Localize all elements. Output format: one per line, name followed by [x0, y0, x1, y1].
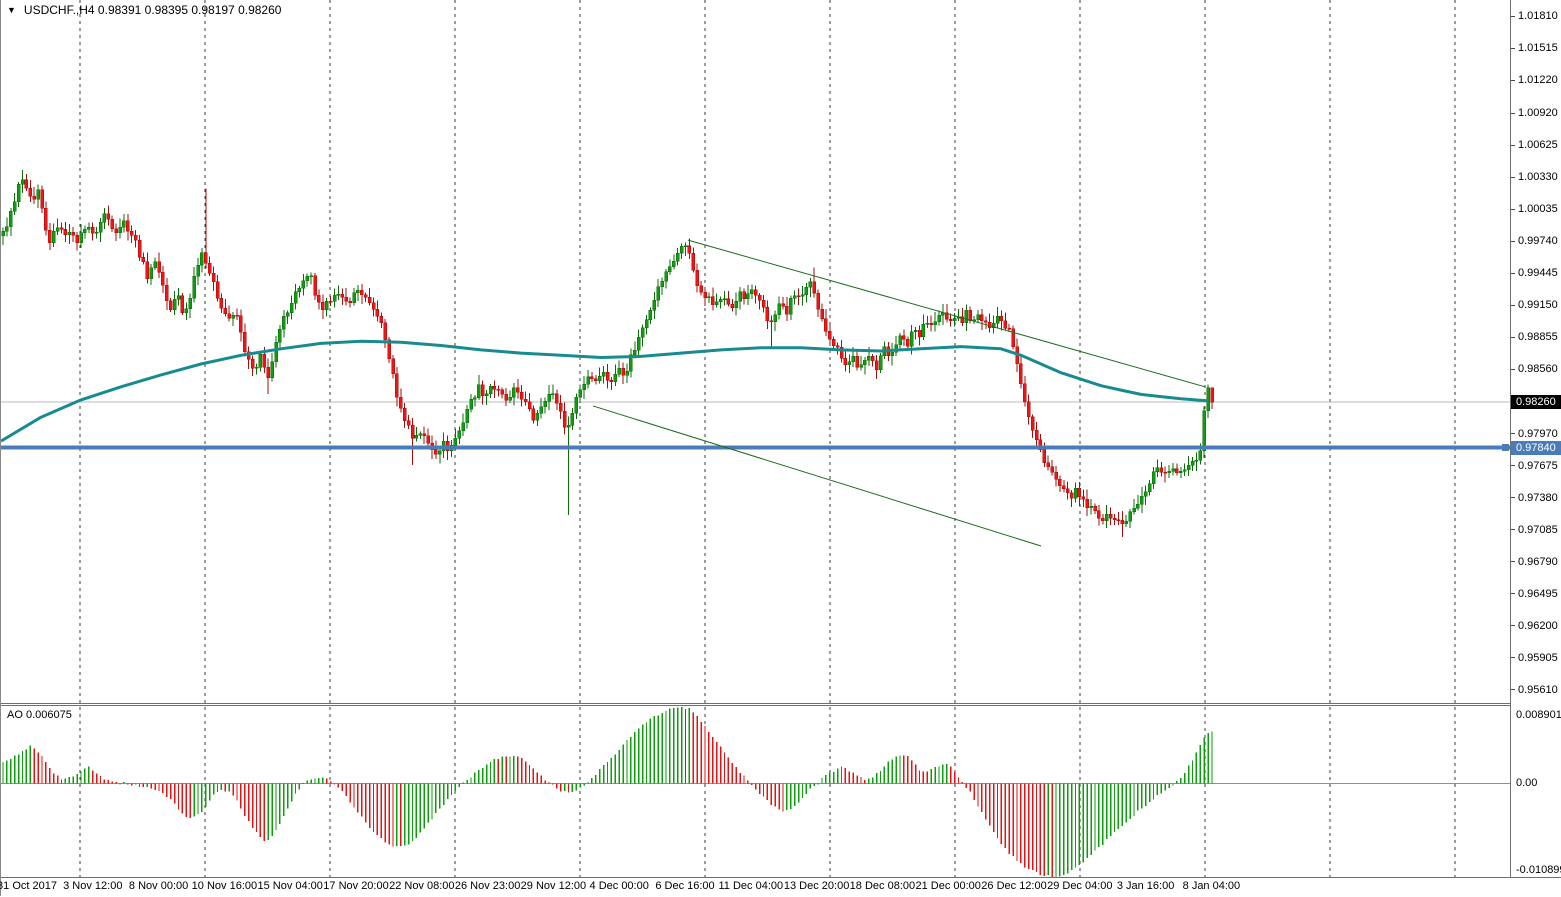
time-axis-label: 18 Dec 08:00	[849, 880, 916, 892]
chart-title: USDCHF.,H4 0.98391 0.98395 0.98197 0.982…	[23, 3, 282, 17]
price-axis-label: 1.01810	[1518, 10, 1558, 23]
price-axis-label: 0.97970	[1518, 427, 1558, 440]
price-axis-label: 1.00035	[1518, 203, 1558, 216]
ao-chart-canvas[interactable]	[1, 707, 1510, 877]
time-axis-label: 17 Nov 20:00	[323, 880, 389, 892]
price-axis-tick	[1511, 657, 1515, 658]
price-axis-tick	[1511, 497, 1515, 498]
price-axis-tick	[1511, 145, 1515, 146]
price-axis-label: 1.00920	[1518, 107, 1558, 119]
price-axis-tick	[1511, 625, 1515, 626]
price-axis-label: 0.95905	[1518, 651, 1558, 664]
ao-indicator-label: AO 0.006075	[7, 709, 72, 721]
ao-axis-zero-label: 0.00	[1516, 777, 1538, 790]
price-axis-tick	[1511, 369, 1515, 370]
price-axis-tick	[1511, 337, 1515, 338]
time-axis-label: 31 Oct 2017	[0, 880, 57, 892]
price-axis-label: 0.96790	[1518, 555, 1558, 568]
time-axis-label: 4 Dec 00:00	[589, 880, 649, 892]
time-axis-label: 3 Jan 16:00	[1116, 880, 1175, 892]
price-axis-label: 1.01220	[1518, 74, 1558, 87]
price-axis-label: 0.97085	[1518, 523, 1558, 536]
price-axis-tick	[1511, 305, 1515, 306]
chart-title-bar: ▼ USDCHF.,H4 0.98391 0.98395 0.98197 0.98…	[7, 3, 281, 17]
chevron-down-icon[interactable]: ▼	[7, 5, 16, 15]
price-chart-canvas[interactable]	[1, 0, 1510, 703]
price-axis-label: 0.95610	[1518, 683, 1558, 696]
time-axis-label: 13 Dec 20:00	[783, 880, 850, 892]
price-axis-tick	[1511, 529, 1515, 530]
price-axis-tick	[1511, 593, 1515, 594]
price-axis-label: 1.01515	[1518, 42, 1558, 55]
pane-separator[interactable]	[1, 703, 1561, 706]
time-axis[interactable]: 31 Oct 2017 3 Nov 12:00 8 Nov 00:00 10 Nov …	[0, 877, 1561, 897]
time-axis-label: 8 Jan 04:00	[1182, 880, 1241, 892]
time-axis-label: 3 Nov 12:00	[63, 880, 123, 892]
time-axis-label: 22 Nov 08:00	[389, 880, 455, 892]
price-axis-tick	[1511, 209, 1515, 210]
price-axis-label: 1.00330	[1518, 171, 1558, 184]
time-axis-label: 26 Dec 12:00	[981, 880, 1047, 892]
ao-indicator-pane[interactable]: AO 0.006075	[1, 707, 1510, 877]
price-axis-tick	[1511, 465, 1515, 466]
price-axis-tick	[1511, 241, 1515, 242]
price-axis-tick	[1511, 113, 1515, 114]
price-axis-label: 0.96495	[1518, 587, 1558, 600]
price-axis-label: 0.97380	[1518, 491, 1558, 504]
price-axis-tick	[1511, 48, 1515, 49]
time-axis-label: 8 Nov 00:00	[128, 880, 189, 892]
hline-drag-handle[interactable]	[1502, 444, 1509, 452]
time-axis-label: 10 Nov 16:00	[191, 880, 258, 892]
price-axis-tick	[1511, 177, 1515, 178]
time-axis-label: 29 Nov 12:00	[520, 880, 587, 892]
price-axis-label: 1.00625	[1518, 139, 1558, 152]
ao-axis-max-label: 0.008901	[1516, 709, 1561, 721]
price-axis-label: 0.98560	[1518, 363, 1558, 376]
price-axis-tick	[1511, 16, 1515, 17]
price-axis-label: 0.99740	[1518, 235, 1558, 248]
time-axis-label: 21 Dec 00:00	[915, 880, 981, 892]
price-axis-label: 0.99445	[1518, 267, 1558, 280]
price-axis-label: 0.97675	[1518, 459, 1558, 472]
time-axis-label: 26 Nov 23:00	[454, 880, 521, 892]
price-axis[interactable]: 0.98260 0.97840 0.008901 0.00 -0.010899 …	[1510, 0, 1561, 877]
main-price-pane[interactable]: ▼ USDCHF.,H4 0.98391 0.98395 0.98197 0.98…	[1, 0, 1510, 703]
time-axis-label: 6 Dec 16:00	[655, 880, 715, 892]
price-axis-label: 0.98855	[1518, 331, 1558, 344]
time-axis-label: 29 Dec 04:00	[1047, 880, 1113, 892]
price-axis-tick	[1511, 561, 1515, 562]
price-axis-tick	[1511, 689, 1515, 690]
price-axis-tick	[1511, 433, 1515, 434]
price-axis-label: 0.99150	[1518, 299, 1558, 312]
price-axis-tick	[1511, 273, 1515, 274]
time-axis-label: 11 Dec 04:00	[718, 880, 784, 892]
price-axis-label: 0.96200	[1518, 619, 1558, 632]
hline-price-badge: 0.97840	[1511, 440, 1561, 455]
price-axis-tick	[1511, 80, 1515, 81]
current-price-badge: 0.98260	[1511, 395, 1561, 410]
ao-axis-min-label: -0.010899	[1516, 864, 1561, 876]
time-axis-label: 15 Nov 04:00	[257, 880, 323, 892]
